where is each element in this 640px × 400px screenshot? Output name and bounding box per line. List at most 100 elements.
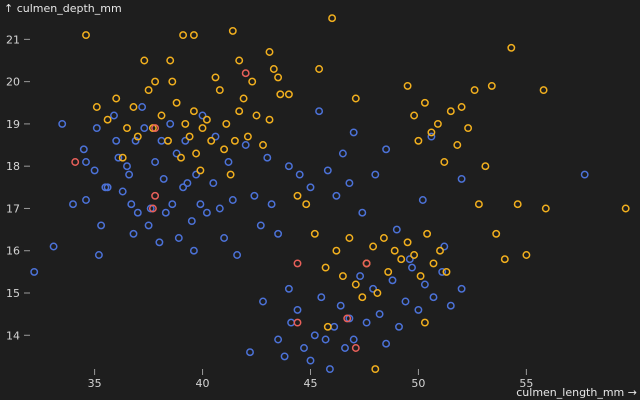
- data-point-blue-37: [181, 136, 190, 145]
- data-point-blue-53: [250, 191, 259, 200]
- data-point-blue-33: [168, 200, 177, 209]
- data-point-blue-106: [446, 301, 455, 310]
- data-point-blue-12: [103, 183, 112, 192]
- data-point-blue-109: [284, 284, 293, 293]
- data-point-yellow-92: [198, 124, 207, 133]
- x-tick-label: 55: [519, 377, 533, 390]
- data-point-blue-71: [405, 255, 414, 264]
- data-point-blue-13: [110, 111, 118, 120]
- data-point-yellow-83: [513, 200, 522, 209]
- data-point-yellow-29: [230, 136, 239, 145]
- data-point-blue-63: [332, 191, 341, 200]
- data-point-yellow-66: [410, 111, 419, 120]
- data-point-yellow-6: [129, 103, 138, 111]
- data-point-yellow-0: [82, 31, 90, 40]
- x-axis-title: culmen_length_mm →: [516, 386, 637, 399]
- data-point-yellow-67: [414, 136, 423, 145]
- y-tick-label: 19: [6, 118, 20, 131]
- data-point-yellow-22: [202, 115, 211, 124]
- x-axis: 35 40 45 50 55: [88, 369, 533, 390]
- data-point-yellow-90: [420, 318, 429, 327]
- data-point-yellow-24: [211, 73, 220, 82]
- data-point-yellow-59: [410, 251, 419, 259]
- data-point-blue-65: [345, 179, 354, 188]
- data-point-blue-7: [90, 166, 99, 175]
- data-point-yellow-26: [220, 145, 229, 154]
- data-point-blue-88: [330, 322, 339, 331]
- data-point-blue-89: [336, 301, 345, 310]
- data-point-blue-70: [392, 225, 401, 234]
- data-point-yellow-30: [235, 107, 244, 116]
- data-point-yellow-40: [293, 191, 302, 200]
- y-axis-title: ↑ culmen_depth_mm: [4, 2, 122, 15]
- data-point-yellow-89: [371, 365, 380, 374]
- data-point-yellow-25: [215, 86, 224, 95]
- data-point-yellow-49: [351, 280, 360, 289]
- data-point-blue-76: [580, 170, 589, 179]
- data-point-yellow-68: [420, 98, 429, 107]
- data-point-blue-84: [310, 331, 319, 340]
- data-point-blue-52: [241, 141, 250, 149]
- data-point-blue-19: [127, 200, 136, 209]
- data-point-blue-23: [138, 103, 147, 111]
- data-point-blue-102: [414, 305, 423, 314]
- data-point-yellow-95: [228, 26, 237, 35]
- data-point-yellow-77: [474, 200, 483, 209]
- data-point-yellow-47: [338, 272, 347, 281]
- data-point-blue-50: [228, 196, 237, 204]
- data-point-yellow-13: [164, 136, 172, 145]
- data-point-yellow-17: [181, 119, 190, 128]
- data-point-blue-59: [295, 170, 304, 179]
- data-point-yellow-63: [436, 246, 444, 255]
- data-point-yellow-52: [369, 242, 378, 251]
- data-point-blue-78: [274, 335, 283, 344]
- data-point-yellow-23: [207, 136, 216, 145]
- data-point-yellow-56: [390, 246, 399, 255]
- data-point-blue-34: [172, 149, 181, 158]
- data-point-yellow-73: [453, 141, 462, 149]
- y-tick-label: 21: [6, 33, 20, 46]
- y-tick-label: 14: [6, 329, 20, 342]
- data-point-blue-77: [259, 297, 267, 306]
- data-point-blue-8: [92, 124, 101, 133]
- data-point-yellow-76: [470, 86, 479, 95]
- data-point-blue-96: [375, 310, 384, 319]
- data-point-blue-98: [388, 276, 397, 285]
- data-point-yellow-46: [332, 246, 341, 255]
- data-point-yellow-5: [123, 124, 131, 133]
- data-point-yellow-16: [177, 153, 185, 162]
- data-point-red-5: [293, 259, 302, 268]
- x-tick-label: 50: [411, 377, 425, 390]
- data-point-blue-2: [58, 119, 67, 128]
- data-point-yellow-96: [265, 48, 274, 56]
- data-point-yellow-36: [265, 115, 274, 124]
- data-point-blue-95: [369, 284, 378, 293]
- data-point-blue-24: [140, 124, 149, 133]
- data-point-blue-108: [246, 348, 254, 357]
- y-tick-label: 18: [6, 160, 20, 173]
- data-point-yellow-71: [440, 158, 449, 166]
- y-tick-label: 15: [6, 287, 20, 300]
- data-point-blue-1: [49, 242, 58, 251]
- data-point-blue-42: [196, 200, 205, 209]
- data-point-red-6: [293, 318, 302, 327]
- data-point-red-1: [151, 124, 160, 133]
- x-tick-label: 40: [196, 377, 210, 390]
- data-point-yellow-84: [522, 251, 531, 259]
- data-point-red-7: [343, 314, 352, 323]
- data-point-yellow-72: [446, 107, 455, 116]
- data-point-blue-48: [220, 234, 229, 242]
- data-point-yellow-97: [274, 73, 283, 82]
- data-point-yellow-18: [185, 132, 194, 141]
- data-point-yellow-33: [248, 77, 257, 86]
- data-point-yellow-39: [284, 90, 293, 99]
- data-point-yellow-37: [269, 65, 278, 73]
- data-point-yellow-64: [442, 267, 451, 276]
- scatter-points: [30, 14, 630, 374]
- x-tick-label: 35: [88, 377, 102, 390]
- data-point-yellow-44: [321, 263, 330, 272]
- data-point-yellow-1: [92, 103, 101, 111]
- data-point-blue-74: [440, 242, 449, 251]
- data-point-blue-46: [211, 132, 220, 141]
- data-point-blue-68: [371, 170, 380, 179]
